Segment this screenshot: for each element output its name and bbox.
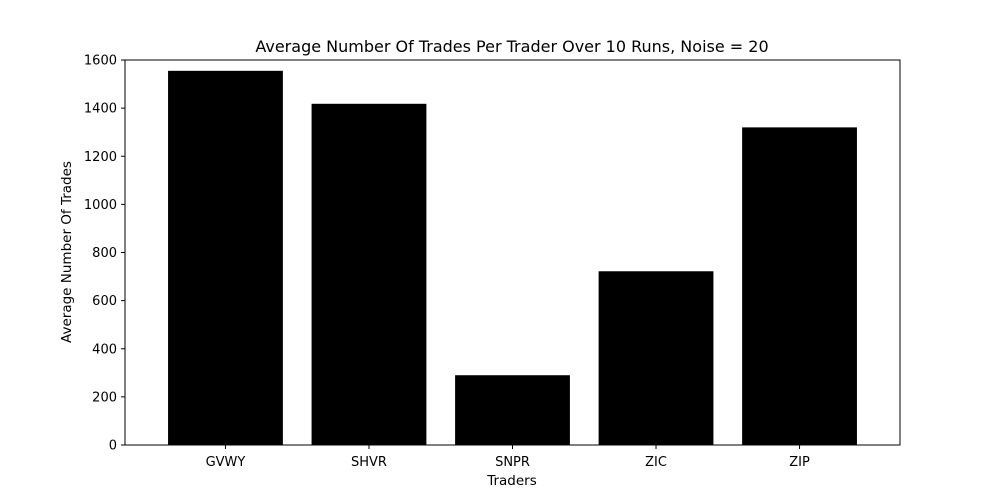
- y-tick-label: 800: [92, 246, 117, 261]
- y-tick-label: 1600: [84, 54, 117, 69]
- x-axis-label: Traders: [486, 473, 537, 489]
- x-tick-label: GVWY: [206, 455, 246, 470]
- y-tick-label: 1000: [84, 198, 117, 213]
- x-tick-label: SNPR: [495, 455, 530, 470]
- bars-group: [168, 70, 857, 445]
- y-tick-label: 1200: [84, 150, 117, 165]
- x-tick-label: ZIC: [645, 455, 667, 470]
- y-axis: 0 200 400 600 800 1000 1200 1400 1600: [84, 54, 125, 454]
- y-tick-label: 200: [92, 390, 117, 405]
- y-tick-label: 600: [92, 294, 117, 309]
- bar-zic: [598, 271, 714, 445]
- bar-zip: [742, 127, 857, 445]
- chart-title: Average Number Of Trades Per Trader Over…: [255, 37, 768, 56]
- x-axis: GVWY SHVR SNPR ZIC ZIP: [206, 445, 810, 470]
- y-axis-label: Average Number Of Trades: [59, 161, 75, 343]
- bar-shvr: [311, 103, 427, 445]
- y-tick-label: 1400: [84, 102, 117, 117]
- x-tick-label: SHVR: [351, 455, 387, 470]
- y-tick-label: 0: [109, 439, 117, 454]
- bar-snpr: [455, 375, 570, 445]
- bar-gvwy: [168, 70, 283, 445]
- y-tick-label: 400: [92, 342, 117, 357]
- x-tick-label: ZIP: [789, 455, 810, 470]
- plot-frame: [124, 59, 901, 446]
